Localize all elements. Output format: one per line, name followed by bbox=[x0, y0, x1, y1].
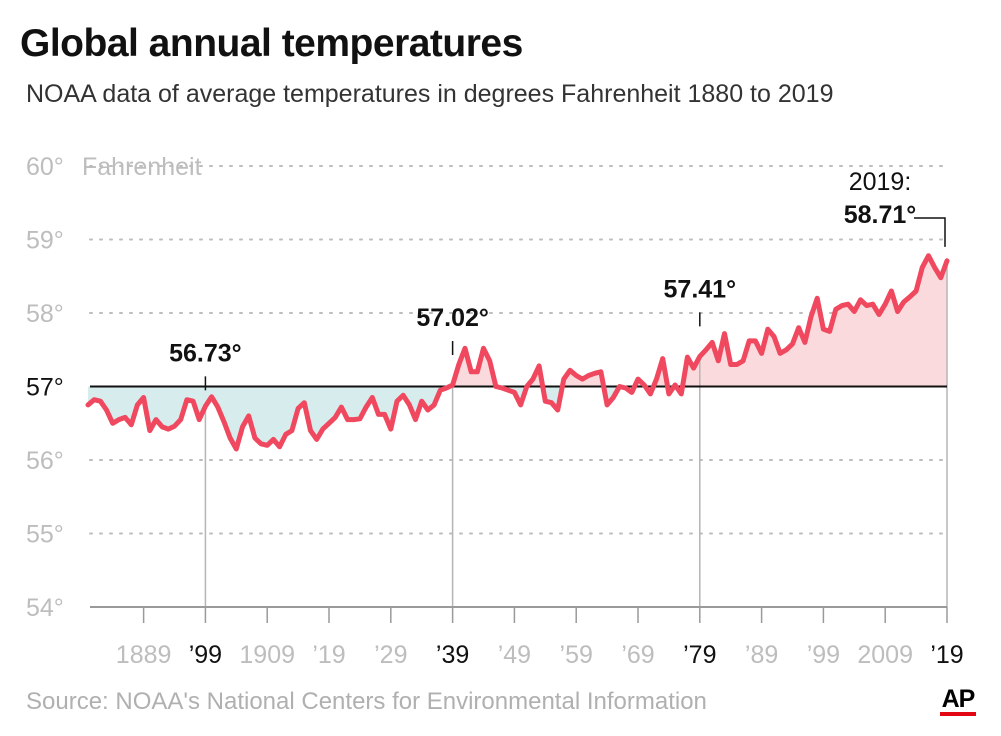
y-tick-label: 54° bbox=[26, 594, 64, 622]
below-baseline-area bbox=[603, 386, 635, 405]
grid-layer bbox=[89, 165, 948, 535]
source-note: Source: NOAA's National Centers for Envi… bbox=[26, 688, 707, 715]
y-tick-label: 55° bbox=[26, 521, 64, 549]
x-tick-label: ’59 bbox=[560, 641, 593, 669]
x-tick-label: ’89 bbox=[745, 641, 778, 669]
y-tick-label: 58° bbox=[26, 300, 64, 328]
y-tick-label: 57° bbox=[26, 374, 64, 402]
x-tick-label: 2009 bbox=[857, 641, 913, 669]
x-tick-label: ’99 bbox=[807, 641, 840, 669]
y-tick-label: 60° bbox=[26, 153, 64, 181]
x-tick-label: ’79 bbox=[683, 641, 716, 669]
y-tick-label: 59° bbox=[26, 227, 64, 255]
chart-subtitle: NOAA data of average temperatures in deg… bbox=[26, 80, 834, 108]
y-axis-label: Fahrenheit bbox=[82, 153, 202, 181]
chart-title: Global annual temperatures bbox=[20, 22, 523, 65]
ap-logo-bar bbox=[940, 712, 976, 716]
ap-logo: AP bbox=[940, 685, 976, 716]
x-tick-label: 1889 bbox=[116, 641, 172, 669]
x-tick-label: ’99 bbox=[189, 641, 222, 669]
x-tick-label: 1909 bbox=[239, 641, 295, 669]
annotation-value: 57.41° bbox=[664, 275, 737, 303]
axis-layer bbox=[90, 260, 948, 623]
annotation-value: 57.02° bbox=[416, 304, 489, 332]
above-baseline-area bbox=[449, 348, 496, 387]
x-tick-label: ’19 bbox=[312, 641, 345, 669]
x-tick-label: ’29 bbox=[374, 641, 407, 669]
y-tick-label: 56° bbox=[26, 447, 64, 475]
x-tick-label: ’69 bbox=[621, 641, 654, 669]
x-tick-label: ’49 bbox=[498, 641, 531, 669]
temperature-line bbox=[85, 253, 950, 452]
annotation-value: 56.73° bbox=[169, 339, 242, 367]
x-tick-label: ’39 bbox=[436, 641, 469, 669]
below-baseline-area bbox=[88, 386, 450, 449]
label-layer: 60° 59° 58° 57° 56° 55° 54° 1889 ’99 1909 ’19 ’29 ’3… bbox=[26, 153, 964, 669]
line-layer bbox=[85, 253, 950, 452]
ap-logo-text: AP bbox=[941, 685, 976, 713]
annotation-value: 58.71° bbox=[844, 201, 917, 229]
above-baseline-area bbox=[682, 255, 947, 387]
annotation-prefix: 2019: bbox=[849, 168, 912, 196]
annotation-leader bbox=[914, 217, 946, 247]
x-tick-label: ’19 bbox=[930, 641, 963, 669]
